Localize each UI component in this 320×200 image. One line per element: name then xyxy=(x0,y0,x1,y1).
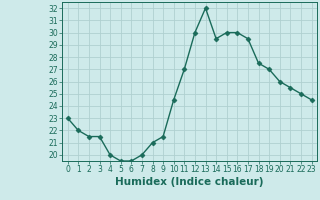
X-axis label: Humidex (Indice chaleur): Humidex (Indice chaleur) xyxy=(115,177,264,187)
